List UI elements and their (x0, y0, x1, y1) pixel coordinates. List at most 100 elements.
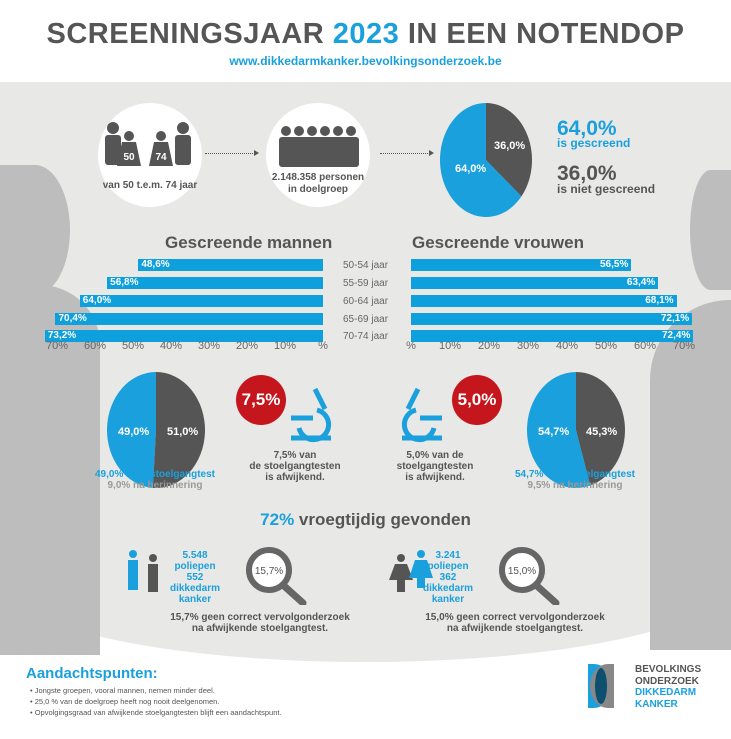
not-screened-pct: 36,0% (557, 162, 617, 185)
men-bar: 56,8% (107, 277, 323, 289)
women-pie-label-gray: 45,3% (586, 426, 618, 438)
women-abnormal-l1: 5,0% van de (406, 450, 464, 461)
screened-pct: 64,0% (557, 117, 617, 140)
age-category: 70-74 jaar (343, 331, 389, 342)
target-label-2: in doelgroep (288, 184, 348, 195)
age-from: 50 (123, 152, 135, 163)
logo-text: BEVOLKINGS ONDERZOEK DIKKEDARM KANKER (635, 664, 702, 710)
woman-silhouette-right (690, 170, 731, 290)
age-label: van 50 t.e.m. 74 jaar (102, 180, 198, 191)
pie-label-not-screened: 36,0% (494, 140, 526, 152)
logo-mark (588, 664, 614, 708)
man-icons (128, 550, 158, 592)
men-axis-tick: 60% (83, 340, 107, 352)
attention-list: • Jongste groepen, vooral mannen, nemen … (30, 685, 282, 718)
women-bar: 72,1% (411, 313, 693, 325)
men-bar: 64,0% (79, 295, 323, 307)
age-category: 65-69 jaar (343, 314, 389, 325)
women-axis-tick: 50% (594, 340, 618, 352)
woman-silhouette-right-body (650, 300, 731, 650)
men-pie-label-blue: 49,0% (118, 426, 150, 438)
woman-icons (389, 550, 433, 592)
women-axis-tick: 10% (438, 340, 462, 352)
men-axis-tick: % (318, 340, 328, 352)
men-follow-l1: 15,7% geen correct vervolgonderzoek (170, 612, 350, 623)
women-test-line1: 54,7% doet stoelgangtest (514, 469, 636, 480)
men-follow-pct: 15,7% (255, 566, 283, 577)
women-abnormal-l2: stoelgangtesten (396, 461, 474, 472)
women-axis-tick: 70% (672, 340, 696, 352)
women-abnormal-bubble: 5,0% (452, 375, 502, 425)
women-test-line2: 9,5% na herinnering (527, 480, 623, 491)
microscope-icon (291, 387, 332, 443)
men-axis-tick: 20% (235, 340, 259, 352)
men-bar: 73,2% (44, 330, 323, 342)
screened-label: is gescreend (557, 136, 631, 150)
men-bar: 70,4% (55, 313, 323, 325)
age-to: 74 (155, 152, 167, 163)
magnifier-icon: 15,7% (246, 547, 307, 605)
men-abnormal-l1: 7,5% van (273, 450, 317, 461)
women-follow-l2: na afwijkende stoelgangtest. (446, 623, 584, 634)
pie-slice-gray (486, 103, 532, 197)
women-axis-tick: 20% (477, 340, 501, 352)
age-category: 55-59 jaar (343, 278, 389, 289)
people-age-icon: 50 74 (103, 122, 197, 167)
man-silhouette-left (0, 165, 70, 295)
women-bar: 63,4% (411, 277, 659, 289)
attention-item: • Opvolgingsgraad van afwijkende stoelga… (30, 708, 282, 717)
pie-slice-gray (152, 372, 205, 488)
microscope-icon (401, 387, 442, 443)
men-chart-title: Gescreende mannen (165, 233, 333, 252)
man-silhouette-left-body (0, 285, 100, 655)
pie-slice-blue (440, 103, 522, 217)
women-abnormal-l3: is afwijkend. (405, 472, 465, 483)
early-detection-title: 72% vroegtijdig gevonden (260, 510, 471, 529)
women-axis-tick: 40% (555, 340, 579, 352)
men-stats: 5.548 poliepen 552 dikkedarm kanker (169, 550, 221, 605)
arrow-icon (205, 150, 259, 156)
men-abnormal-bubble: 7,5% (236, 375, 286, 425)
attention-title: Aandachtspunten: (26, 665, 158, 682)
screening-pie (440, 103, 532, 217)
men-test-line1: 49,0% doet stoelgangtest (94, 469, 216, 480)
website-link[interactable]: www.dikkedarmkanker.bevolkingsonderzoek.… (229, 54, 502, 68)
men-axis-tick: 50% (121, 340, 145, 352)
pie-slice-gray (576, 372, 625, 486)
not-screened-label: is niet gescreend (557, 182, 656, 196)
pie-slice-blue (527, 372, 591, 488)
group-people-icon (278, 126, 360, 173)
women-test-pie (527, 372, 625, 488)
women-axis-tick: % (406, 340, 416, 352)
women-axis-tick: 60% (633, 340, 657, 352)
men-follow-l2: na afwijkende stoelgangtest. (191, 623, 329, 634)
women-bar: 68,1% (411, 295, 677, 307)
pie-label-screened: 64,0% (455, 163, 487, 175)
attention-item: • Jongste groepen, vooral mannen, nemen … (30, 686, 215, 695)
men-axis-tick: 10% (273, 340, 297, 352)
men-axis-tick: 40% (159, 340, 183, 352)
women-pie-label-blue: 54,7% (538, 426, 570, 438)
age-category: 50-54 jaar (343, 260, 389, 271)
men-test-pie (107, 372, 205, 488)
women-bar: 72,4% (411, 330, 694, 342)
page-title: SCREENINGSJAAR 2023 IN EEN NOTENDOP (46, 18, 685, 50)
men-axis-tick: 70% (45, 340, 69, 352)
men-test-line2: 9,0% na herinnering (107, 480, 203, 491)
women-stats: 3.241 poliepen 362 dikkedarm kanker (422, 550, 474, 605)
magnifier-icon: 15,0% (499, 547, 560, 605)
men-axis-tick: 30% (197, 340, 221, 352)
men-bar: 48,6% (138, 259, 323, 271)
pie-slice-blue (107, 372, 156, 488)
target-label-1: 2.148.358 personen (271, 172, 365, 183)
women-follow-pct: 15,0% (508, 566, 536, 577)
women-axis-tick: 30% (516, 340, 540, 352)
arrow-icon (380, 150, 434, 156)
men-pie-label-gray: 51,0% (167, 426, 199, 438)
attention-item: • 25,0 % van de doelgroep heeft nog nooi… (30, 697, 220, 706)
women-bar: 56,5% (411, 259, 632, 271)
men-abnormal-l2: de stoelgangtesten (249, 461, 341, 472)
women-follow-l1: 15,0% geen correct vervolgonderzoek (425, 612, 605, 623)
women-chart-title: Gescreende vrouwen (412, 233, 584, 252)
men-abnormal-l3: is afwijkend. (265, 472, 325, 483)
